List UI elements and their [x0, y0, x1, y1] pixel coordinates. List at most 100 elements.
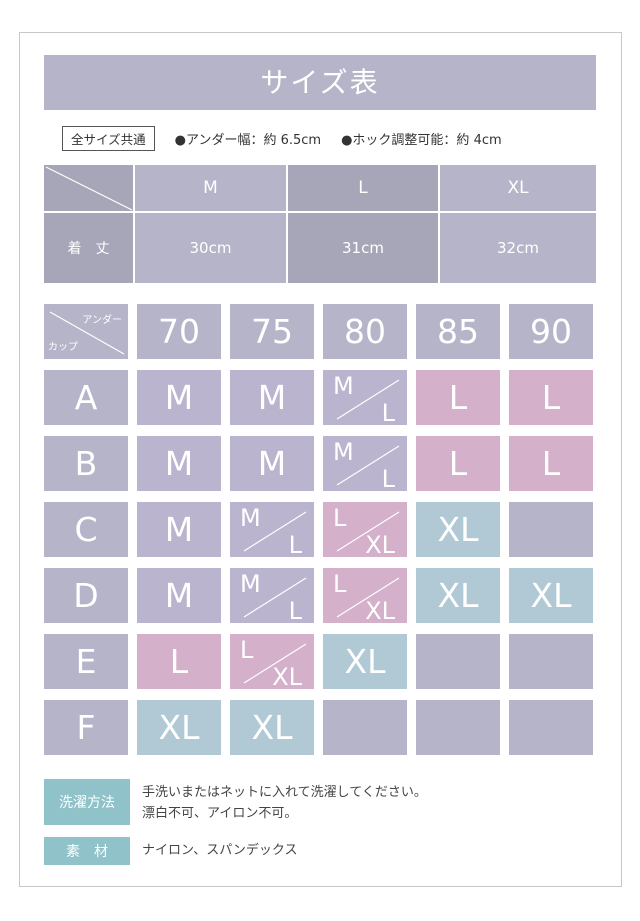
- size-cell: L: [509, 370, 593, 425]
- size-header-l: L: [288, 165, 438, 211]
- size-cell: XL: [323, 634, 407, 689]
- cup-value: C: [74, 510, 98, 549]
- size-value: M: [164, 444, 194, 483]
- size-value: M: [164, 510, 194, 549]
- empty-cell: [509, 700, 593, 755]
- size-header-m: M: [135, 165, 286, 211]
- size-value: M: [164, 378, 194, 417]
- length-xl: 32cm: [440, 213, 596, 283]
- size-cell: L: [416, 370, 500, 425]
- size-option-2: L: [381, 399, 395, 425]
- wash-line-1: 手洗いまたはネットに入れて洗濯してください。: [142, 785, 427, 800]
- under-header: 75: [230, 304, 314, 359]
- length-l: 31cm: [288, 213, 438, 283]
- size-value: L: [448, 444, 468, 483]
- under-header: 90: [509, 304, 593, 359]
- cup-value: F: [76, 708, 96, 747]
- size-cell: XL: [230, 700, 314, 755]
- size-cell: L: [137, 634, 221, 689]
- under-header: 80: [323, 304, 407, 359]
- size-cell: L: [416, 436, 500, 491]
- size-value: L: [541, 444, 561, 483]
- size-cell: M: [137, 370, 221, 425]
- empty-cell: [416, 700, 500, 755]
- length-m: 30cm: [135, 213, 286, 283]
- cup-header: C: [44, 502, 128, 557]
- diagonal-line-icon: [49, 311, 125, 355]
- size-cell: XL: [416, 502, 500, 557]
- size-cell: L XL: [323, 502, 407, 557]
- size-value: M: [257, 378, 287, 417]
- size-cell: M: [230, 436, 314, 491]
- size-value: XL: [437, 510, 479, 549]
- size-cell: L XL: [230, 634, 314, 689]
- size-value: XL: [530, 576, 572, 615]
- size-option-2: L: [288, 531, 302, 557]
- size-option-2: L: [288, 597, 302, 623]
- size-value: XL: [251, 708, 293, 747]
- cup-value: B: [74, 444, 98, 483]
- page-frame: [19, 32, 622, 887]
- size-cell: M: [137, 568, 221, 623]
- split-diagonal-icon: [336, 445, 400, 486]
- size-option-1: M: [333, 438, 354, 466]
- under-value: 85: [437, 312, 479, 351]
- corner-under-label: アンダー: [82, 315, 122, 326]
- size-value: M: [257, 444, 287, 483]
- under-header: 85: [416, 304, 500, 359]
- under-value: 80: [344, 312, 386, 351]
- size-option-2: XL: [365, 597, 395, 623]
- wash-label: 洗濯方法: [44, 779, 130, 825]
- size-option-1: M: [333, 372, 354, 400]
- size-cell: L: [509, 436, 593, 491]
- size-cell: M: [137, 502, 221, 557]
- size-option-1: M: [240, 504, 261, 532]
- size-option-2: L: [381, 465, 395, 491]
- common-note: 全サイズ共通 ●アンダー幅：約 6.5cm ●ホック調整可能：約 4cm: [62, 126, 502, 151]
- diagonal-line-icon: [45, 166, 133, 211]
- size-option-2: XL: [365, 531, 395, 557]
- empty-cell: [509, 634, 593, 689]
- size-value: XL: [344, 642, 386, 681]
- split-diagonal-icon: [243, 643, 307, 684]
- cup-header: F: [44, 700, 128, 755]
- size-cell: L XL: [323, 568, 407, 623]
- size-option-1: M: [240, 570, 261, 598]
- cup-header: D: [44, 568, 128, 623]
- size-cell: XL: [416, 568, 500, 623]
- size-cell: XL: [137, 700, 221, 755]
- cup-value: A: [74, 378, 98, 417]
- split-diagonal-icon: [336, 577, 400, 618]
- size-cell: M: [230, 370, 314, 425]
- under-value: 70: [158, 312, 200, 351]
- size-value: L: [448, 378, 468, 417]
- empty-cell: [323, 700, 407, 755]
- material-text: ナイロン、スパンデックス: [142, 843, 298, 858]
- cup-header: A: [44, 370, 128, 425]
- size-option-2: XL: [272, 663, 302, 689]
- split-diagonal-icon: [243, 511, 307, 552]
- wash-line-2: 漂白不可、アイロン不可。: [142, 806, 298, 821]
- split-diagonal-icon: [336, 379, 400, 420]
- size-cell: M: [137, 436, 221, 491]
- material-label: 素 材: [44, 837, 130, 865]
- cup-value: E: [75, 642, 97, 681]
- under-header: 70: [137, 304, 221, 359]
- length-row-label: 着 丈: [44, 213, 133, 283]
- size-option-1: L: [333, 570, 347, 598]
- size-option-1: L: [333, 504, 347, 532]
- cup-header: E: [44, 634, 128, 689]
- size-value: M: [164, 576, 194, 615]
- under-value: 75: [251, 312, 293, 351]
- cup-value: D: [73, 576, 99, 615]
- under-value: 90: [530, 312, 572, 351]
- corner-cup-label: カップ: [48, 342, 78, 353]
- wash-text: 手洗いまたはネットに入れて洗濯してください。 漂白不可、アイロン不可。: [142, 782, 427, 824]
- size-header-xl: XL: [440, 165, 596, 211]
- split-diagonal-icon: [336, 511, 400, 552]
- size-option-1: L: [240, 636, 254, 664]
